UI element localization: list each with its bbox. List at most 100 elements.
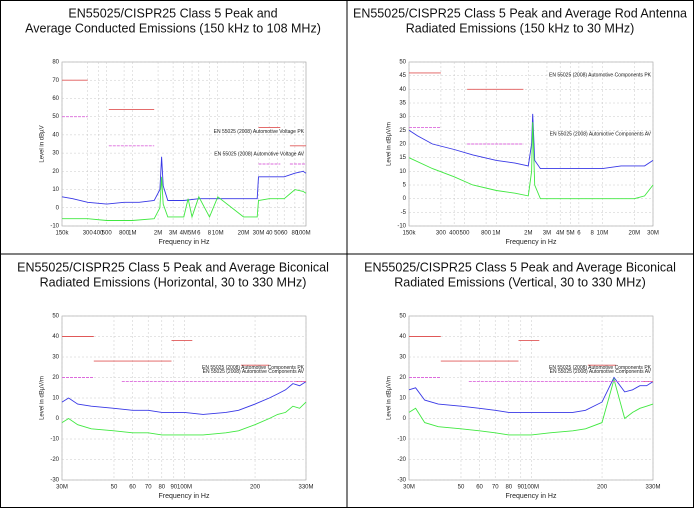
x-tick-label: 80 — [292, 231, 299, 237]
y-tick-label: 0 — [403, 416, 407, 422]
x-tick-label: 3M — [543, 231, 551, 237]
y-tick-label: -10 — [50, 224, 59, 230]
y-tick-label: 40 — [52, 334, 59, 340]
chart-panel: EN55025/CISPR25 Class 5 Peak and Average… — [364, 260, 676, 500]
y-tick-label: 10 — [399, 169, 406, 175]
x-tick-label: 60 — [281, 231, 288, 237]
trace-line — [61, 401, 307, 436]
trace-line — [408, 376, 654, 413]
trace-line — [408, 377, 654, 436]
y-tick-label: 45 — [399, 73, 406, 79]
y-tick-label: 50 — [399, 314, 406, 320]
x-tick-label: 10M — [212, 231, 224, 237]
limit-line — [62, 79, 306, 147]
x-tick-label: 400 — [93, 231, 104, 237]
limit-line — [409, 72, 524, 90]
x-tick-label: 70 — [145, 485, 152, 491]
limit-line — [409, 377, 653, 383]
y-tick-label: -10 — [50, 437, 59, 443]
x-tick-label: 60 — [476, 485, 483, 491]
x-tick-label: 200 — [597, 485, 608, 491]
y-tick-label: 60 — [52, 96, 59, 102]
y-tick-label: -20 — [397, 457, 406, 463]
chart-title: EN55025/CISPR25 Class 5 Peak and Average… — [353, 6, 687, 20]
x-tick-label: 150k — [55, 231, 69, 237]
x-tick-label: 30M — [403, 485, 415, 491]
x-tick-label: 2M — [154, 231, 162, 237]
y-axis-label: Level in dBµV/m — [387, 122, 393, 166]
x-tick-label: 8 — [590, 231, 594, 237]
y-tick-label: 30 — [52, 151, 59, 157]
y-tick-label: 30 — [399, 114, 406, 120]
trace-line — [61, 381, 307, 415]
y-axis-label: Level in dBµV — [40, 125, 46, 162]
y-tick-label: -10 — [397, 437, 406, 443]
x-tick-label: 100M — [524, 485, 539, 491]
y-tick-label: 15 — [399, 155, 406, 161]
chart-panel: EN55025/CISPR25 Class 5 Peak and Average… — [17, 260, 329, 500]
y-tick-label: 0 — [56, 205, 60, 211]
x-tick-label: 330M — [645, 485, 660, 491]
y-tick-label: 80 — [52, 60, 59, 66]
x-tick-label: 40 — [266, 231, 273, 237]
x-axis-label: Frequency in Hz — [506, 239, 557, 246]
y-tick-label: 50 — [399, 60, 406, 66]
x-tick-label: 80 — [158, 485, 165, 491]
x-axis-label: Frequency in Hz — [159, 493, 210, 500]
chart-panel: EN55025/CISPR25 Class 5 Peak andAverage … — [25, 6, 321, 246]
x-tick-label: 500 — [102, 231, 113, 237]
x-axis-label: Frequency in Hz — [159, 239, 210, 246]
x-tick-label: 1M — [492, 231, 500, 237]
limit-label: EN 55025 (2008) Automotive Components PK — [549, 365, 652, 371]
x-tick-label: 20M — [238, 231, 250, 237]
limit-line — [62, 336, 306, 383]
chart-title: Radiated Emissions (150 kHz to 30 MHz) — [406, 21, 635, 35]
x-tick-label: 20M — [628, 231, 640, 237]
y-tick-label: 35 — [399, 101, 406, 107]
y-tick-label: 10 — [399, 396, 406, 402]
x-tick-label: 200 — [250, 485, 261, 491]
y-tick-label: 20 — [399, 375, 406, 381]
trace-line — [408, 113, 654, 170]
x-tick-label: 8 — [208, 231, 212, 237]
x-tick-label: 90 — [170, 485, 177, 491]
y-tick-label: 20 — [399, 142, 406, 148]
trace-line — [62, 176, 307, 221]
y-tick-label: 70 — [52, 78, 59, 84]
y-tick-label: -20 — [50, 457, 59, 463]
limit-label: EN 55025 (2008) Automotive Components AV — [550, 131, 652, 137]
x-tick-label: 30M — [647, 231, 659, 237]
y-tick-label: -5 — [401, 210, 407, 216]
y-tick-label: 30 — [52, 355, 59, 361]
x-tick-label: 330M — [298, 485, 313, 491]
x-tick-label: 6 — [577, 231, 581, 237]
x-tick-label: 6 — [197, 231, 201, 237]
limit-line — [62, 116, 306, 165]
x-tick-label: 90 — [517, 485, 524, 491]
chart-title: Average Conducted Emissions (150 kHz to … — [25, 21, 321, 35]
limit-line — [409, 127, 524, 145]
x-axis-label: Frequency in Hz — [506, 493, 557, 500]
limit-line — [409, 336, 653, 383]
x-tick-label: 10M — [597, 231, 609, 237]
y-tick-label: 5 — [403, 183, 407, 189]
x-tick-label: 500 — [459, 231, 470, 237]
x-tick-label: 50 — [274, 231, 281, 237]
limit-label: EN 55025 (2008) Automotive Components PK — [549, 73, 652, 79]
x-tick-label: 50 — [111, 485, 118, 491]
y-tick-label: 10 — [52, 187, 59, 193]
chart-title: Radiated Emissions (Horizontal, 30 to 33… — [40, 275, 307, 289]
chart-title: Radiated Emissions (Vertical, 30 to 330 … — [394, 275, 646, 289]
x-tick-label: 30M — [56, 485, 68, 491]
x-tick-label: 5M — [188, 231, 196, 237]
y-tick-label: 50 — [52, 114, 59, 120]
limit-label: EN 55025 (2008) Automotive Voltage PK — [214, 129, 305, 135]
y-tick-label: 20 — [52, 169, 59, 175]
y-tick-label: -10 — [397, 224, 406, 230]
x-tick-label: 4M — [556, 231, 564, 237]
chart-title: EN55025/CISPR25 Class 5 Peak and — [68, 6, 277, 20]
trace-line — [408, 122, 654, 200]
y-tick-label: 50 — [52, 314, 59, 320]
x-tick-label: 300 — [436, 231, 447, 237]
